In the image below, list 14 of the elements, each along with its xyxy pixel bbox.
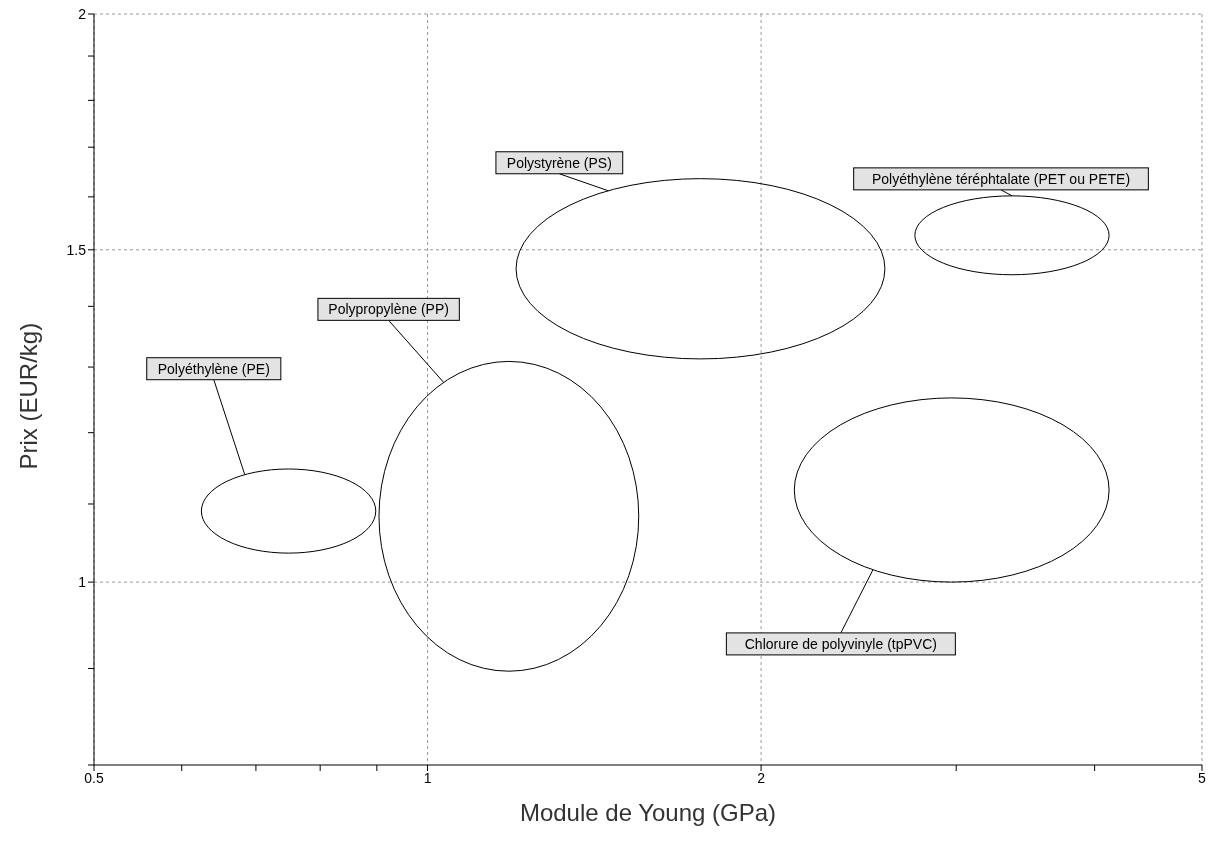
- annotation: Polystyrène (PS): [506, 154, 612, 171]
- x-tick-label: 1: [423, 769, 432, 786]
- annotation: Polyéthylène (PE): [157, 360, 270, 377]
- y-tick-label: 1.5: [66, 241, 87, 258]
- annotation: Polypropylène (PP): [328, 301, 449, 318]
- x-tick-label: 5: [1198, 769, 1207, 786]
- y-tick-label: 2: [78, 5, 87, 22]
- annotation: Chlorure de polyvinyle (tpPVC): [744, 635, 937, 652]
- y-tick-label: 1: [78, 574, 87, 591]
- annotation: Polyéthylène téréphtalate (PET ou PETE): [871, 170, 1131, 187]
- x-tick-label: 0.5: [84, 769, 104, 786]
- x-tick-label: 2: [757, 769, 766, 786]
- x-axis-title: Module de Young (GPa): [519, 799, 777, 826]
- y-axis-title: Prix (EUR/kg): [14, 322, 42, 470]
